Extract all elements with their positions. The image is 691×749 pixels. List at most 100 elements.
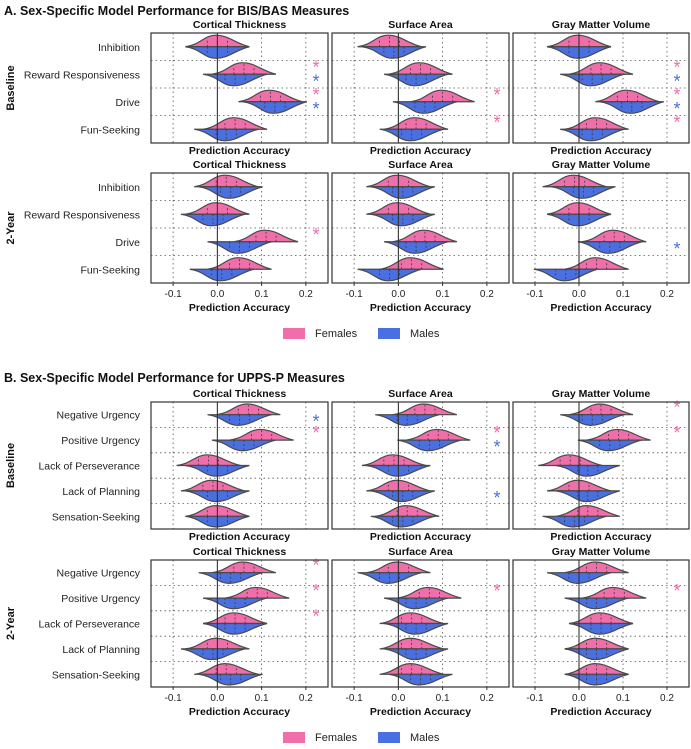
panel-frame	[150, 401, 329, 530]
measure-label: Inhibition	[98, 182, 140, 194]
x-axis-label: Prediction Accuracy	[189, 706, 290, 718]
section-title: A. Sex-Specific Model Performance for BI…	[4, 4, 349, 18]
legend: Females Males	[283, 732, 440, 744]
x-axis-label: Prediction Accuracy	[189, 531, 290, 543]
significance-star-female: *	[312, 556, 319, 576]
significance-star-female: *	[312, 225, 319, 245]
x-axis-label: Prediction Accuracy	[370, 302, 471, 314]
panel-title: Cortical Thickness	[193, 546, 287, 558]
panel-frame	[150, 559, 329, 688]
measure-label: Negative Urgency	[57, 568, 141, 580]
panel-frame	[512, 401, 690, 530]
timepoint-label: 2-Year	[5, 211, 17, 245]
measure-label: Fun-Seeking	[80, 264, 140, 276]
panel-frame	[150, 32, 329, 144]
significance-star-female: *	[673, 581, 680, 601]
x-tick-label: 0.1	[616, 693, 630, 704]
x-tick-label: 0.1	[436, 289, 450, 300]
panel-title: Surface Area	[388, 546, 453, 558]
significance-star-female: *	[493, 112, 500, 132]
panel-cortical-thickness: Cortical Thickness ** Prediction Accuracy	[150, 388, 329, 543]
x-tick-label: -0.1	[346, 693, 364, 704]
x-tick-label: 0.1	[616, 289, 630, 300]
row-baseline: Baseline Inhibition Reward Responsiveness D…	[5, 19, 690, 157]
measure-label: Reward Responsiveness	[24, 69, 140, 81]
legend-swatch-males	[378, 732, 400, 743]
legend-label-males: Males	[410, 732, 440, 744]
legend-label-females: Females	[315, 328, 358, 340]
x-axis-label: Prediction Accuracy	[370, 706, 471, 718]
significance-star-female: *	[673, 423, 680, 443]
significance-star-male: *	[673, 71, 680, 91]
x-tick-label: 0.2	[299, 289, 313, 300]
panel-frame	[331, 172, 510, 284]
legend-label-males: Males	[410, 328, 440, 340]
section-title: B. Sex-Specific Model Performance for UP…	[4, 371, 345, 385]
measure-label: Lack of Perseverance	[38, 461, 140, 473]
x-tick-label: 0.1	[255, 289, 269, 300]
panel-title: Cortical Thickness	[193, 19, 287, 31]
measure-label: Lack of Planning	[62, 644, 140, 656]
significance-star-female: *	[673, 112, 680, 132]
measure-label: Lack of Perseverance	[38, 619, 140, 631]
x-tick-label: 0.0	[391, 289, 405, 300]
timepoint-label: 2-Year	[5, 606, 17, 640]
significance-star-female: *	[673, 398, 680, 418]
panel-surface-area: Surface Area -0.1 0.0 0.1 0.2 Prediction Accu…	[331, 159, 510, 314]
significance-star-male: *	[312, 71, 319, 91]
significance-star-female: *	[493, 423, 500, 443]
panel-frame	[512, 172, 690, 284]
significance-star-female: *	[673, 85, 680, 105]
measure-label: Positive Urgency	[61, 435, 141, 447]
panel-title: Gray Matter Volume	[552, 546, 651, 558]
significance-star-male: *	[312, 412, 319, 432]
measure-label: Sensation-Seeking	[52, 669, 140, 681]
x-axis-label: Prediction Accuracy	[370, 531, 471, 543]
significance-star-female: *	[312, 607, 319, 627]
x-axis-label: Prediction Accuracy	[189, 145, 290, 157]
x-tick-label: 0.2	[480, 289, 494, 300]
panel-cortical-thickness: Cortical Thickness * * * -0.1 0.0 0.1 0.2 Predic…	[150, 546, 329, 718]
panel-frame	[331, 401, 510, 530]
panel-gray-matter-volume: Gray Matter Volume * -0.1 0.0 0.1 0.2 Predicti…	[512, 546, 690, 718]
measure-label: Positive Urgency	[61, 593, 141, 605]
measure-label: Fun-Seeking	[80, 124, 140, 136]
panel-title: Cortical Thickness	[193, 388, 287, 400]
measure-label: Sensation-Seeking	[52, 511, 140, 523]
panel-title: Gray Matter Volume	[552, 388, 651, 400]
panel-surface-area: Surface Area * * Prediction Accuracy	[331, 19, 510, 157]
legend-swatch-females	[283, 732, 305, 743]
significance-star-female: *	[493, 581, 500, 601]
panel-title: Surface Area	[388, 388, 453, 400]
x-tick-label: 0.1	[255, 693, 269, 704]
x-tick-label: -0.1	[165, 289, 183, 300]
panel-frame	[331, 559, 510, 688]
measure-label: Drive	[115, 237, 140, 249]
x-axis-label: Prediction Accuracy	[550, 302, 651, 314]
significance-star-male: *	[493, 488, 500, 508]
panel-frame	[150, 172, 329, 284]
panel-title: Cortical Thickness	[193, 159, 287, 171]
panel-frame	[512, 32, 690, 144]
panel-title: Gray Matter Volume	[552, 159, 651, 171]
significance-star-female: *	[673, 57, 680, 77]
row-two-year: 2-Year Negative Urgency Positive Urgency La…	[5, 546, 690, 718]
x-axis-label: Prediction Accuracy	[189, 302, 290, 314]
significance-star-female: *	[312, 57, 319, 77]
x-tick-label: 0.2	[480, 693, 494, 704]
panel-surface-area: Surface Area * -0.1 0.0 0.1 0.2 Prediction Acc…	[331, 546, 510, 718]
panel-gray-matter-volume: Gray Matter Volume*****Prediction Accura…	[512, 19, 690, 157]
x-axis-label: Prediction Accuracy	[370, 145, 471, 157]
measure-label: Negative Urgency	[57, 410, 141, 422]
panel-gray-matter-volume: Gray Matter Volume * * Prediction Accuracy	[512, 388, 690, 543]
panel-frame	[512, 559, 690, 688]
panel-title: Surface Area	[388, 19, 453, 31]
x-tick-label: 0.2	[660, 693, 674, 704]
significance-star-male: *	[312, 99, 319, 119]
significance-star-female: *	[312, 581, 319, 601]
significance-star-female: *	[312, 423, 319, 443]
panel-cortical-thickness: Cortical Thickness****Prediction Accurac…	[150, 19, 329, 157]
measure-label: Drive	[115, 97, 140, 109]
x-tick-label: 0.2	[299, 693, 313, 704]
